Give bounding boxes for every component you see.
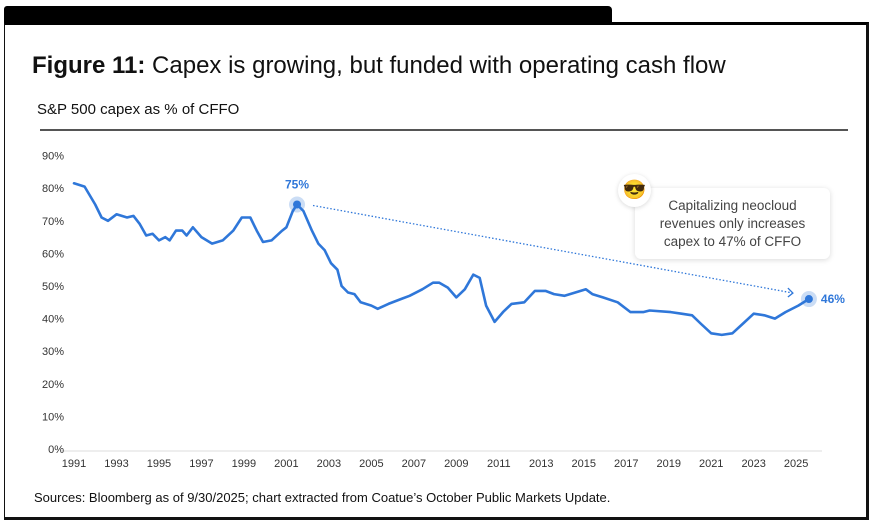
x-tick-label: 2001 (274, 458, 298, 470)
x-tick-label: 2005 (359, 458, 383, 470)
y-tick-label: 30% (42, 346, 64, 358)
callout-line: Capitalizing neocloud (668, 198, 797, 213)
chart-subtitle: S&P 500 capex as % of CFFO (37, 101, 240, 118)
x-tick-label: 2019 (656, 458, 680, 470)
highlight-point (804, 295, 813, 304)
x-tick-label: 2023 (741, 458, 765, 470)
x-tick-label: 2013 (529, 458, 553, 470)
arrowhead-icon (787, 287, 794, 298)
x-tick-label: 1991 (62, 458, 86, 470)
header-bar (4, 6, 612, 26)
y-tick-label: 50% (42, 281, 64, 293)
x-tick-label: 2003 (317, 458, 341, 470)
y-tick-label: 10% (42, 411, 64, 423)
y-tick-label: 80% (42, 183, 64, 195)
divider (40, 129, 848, 131)
highlight-point (293, 200, 302, 209)
x-tick-label: 2021 (699, 458, 723, 470)
y-tick-label: 60% (42, 248, 64, 260)
x-tick-label: 1999 (232, 458, 256, 470)
figure-title: Figure 11: Capex is growing, but funded … (32, 52, 726, 80)
callout-line: revenues only increases (659, 216, 806, 231)
data-label-peak: 75% (285, 178, 309, 192)
figure-label: Figure 11: (32, 52, 146, 79)
x-tick-label: 2011 (487, 458, 511, 470)
sunglasses-emoji-icon: 😎 (618, 174, 651, 207)
x-tick-label: 2015 (572, 458, 596, 470)
y-tick-label: 20% (42, 379, 64, 391)
x-tick-label: 2025 (784, 458, 808, 470)
y-tick-label: 90% (42, 151, 64, 163)
y-tick-label: 40% (42, 314, 64, 326)
callout-line: capex to 47% of CFFO (663, 234, 802, 249)
callout-box: Capitalizing neocloud revenues only incr… (635, 188, 830, 259)
data-label-latest: 46% (821, 292, 845, 306)
series-line (72, 182, 811, 337)
x-tick-label: 1997 (189, 458, 213, 470)
y-tick-label: 70% (42, 216, 64, 228)
x-tick-label: 2007 (402, 458, 426, 470)
figure-title-text: Capex is growing, but funded with operat… (152, 52, 726, 79)
trend-arrow-line (312, 204, 794, 294)
y-tick-label: 0% (48, 444, 64, 456)
source-note: Sources: Bloomberg as of 9/30/2025; char… (34, 490, 611, 505)
x-tick-label: 2009 (444, 458, 468, 470)
x-tick-label: 1993 (104, 458, 128, 470)
x-tick-label: 2017 (614, 458, 638, 470)
x-tick-label: 1995 (147, 458, 171, 470)
